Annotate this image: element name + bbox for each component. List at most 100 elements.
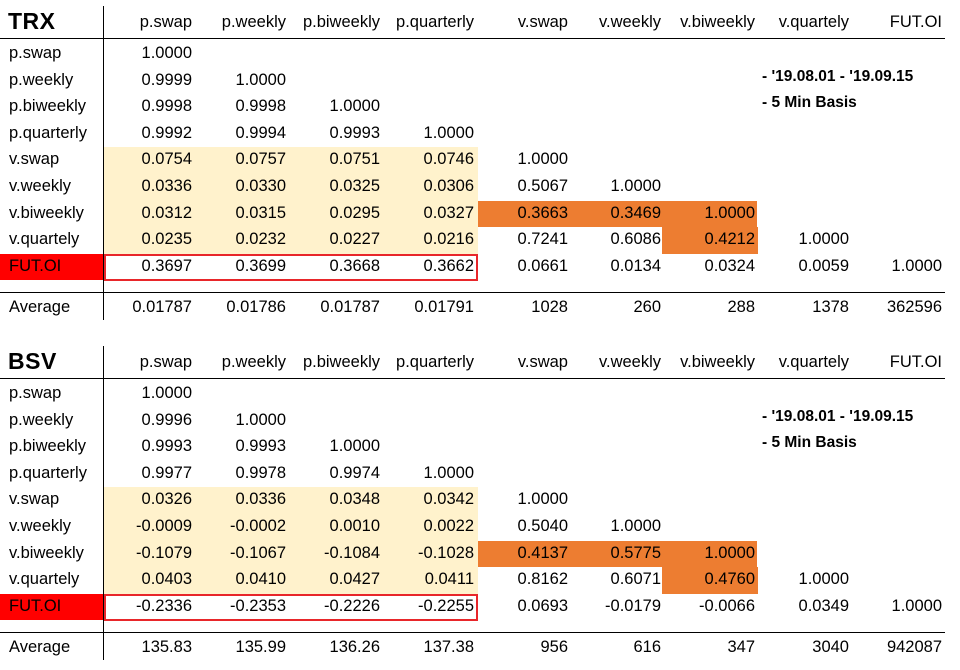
column-header: p.biweekly — [302, 13, 380, 31]
matrix-cell: 0.3662 — [423, 256, 474, 275]
matrix-cell: 0.9977 — [141, 463, 192, 482]
column-header: p.weekly — [221, 13, 286, 31]
period-note: - '19.08.01 - '19.09.15 — [762, 408, 914, 425]
matrix-cell: 0.9993 — [235, 437, 286, 456]
matrix-cell: 0.4212 — [704, 230, 755, 249]
matrix-cell: 0.0348 — [329, 490, 380, 509]
row-label: v.swap — [9, 490, 60, 509]
matrix-cell: 0.0754 — [141, 150, 192, 169]
matrix-cell: 0.5775 — [610, 543, 661, 562]
average-label: Average — [9, 298, 71, 316]
matrix-cell: 0.4760 — [704, 570, 755, 589]
highlight-futoi-label — [0, 593, 103, 621]
column-header: p.swap — [139, 13, 192, 31]
row-label: p.quarterly — [9, 463, 87, 482]
matrix-cell: -0.1079 — [136, 543, 192, 562]
matrix-cell: -0.1084 — [324, 543, 380, 562]
average-cell: 260 — [633, 298, 661, 316]
matrix-cell: 0.0327 — [423, 203, 474, 222]
matrix-cell: 0.3668 — [329, 256, 380, 275]
matrix-cell: 0.0411 — [424, 570, 474, 589]
matrix-cell: 0.0693 — [517, 596, 568, 615]
matrix-cell: 1.0000 — [329, 97, 380, 116]
row-label: v.quartely — [9, 230, 80, 249]
row-label-divider — [103, 6, 104, 320]
block-title: TRX — [8, 8, 56, 34]
average-cell: 942087 — [886, 638, 942, 656]
matrix-cell: 0.0661 — [517, 256, 568, 275]
matrix-cell: 0.0342 — [423, 490, 474, 509]
row-label: v.biweekly — [9, 543, 84, 562]
row-label: FUT.OI — [9, 256, 62, 275]
matrix-cell: 0.0336 — [141, 177, 192, 195]
average-rule — [0, 632, 945, 633]
matrix-cell: -0.0066 — [699, 596, 755, 615]
matrix-cell: 0.9996 — [141, 410, 192, 429]
matrix-cell: -0.1028 — [418, 543, 474, 562]
column-header: v.biweekly — [680, 353, 755, 371]
row-label: p.biweekly — [9, 437, 87, 456]
matrix-cell: 0.5067 — [517, 177, 568, 195]
matrix-cell: 0.0022 — [423, 517, 474, 535]
matrix-cell: 0.0757 — [235, 150, 286, 169]
matrix-cell: 0.9999 — [141, 70, 192, 89]
matrix-cell: 0.7241 — [517, 230, 568, 249]
matrix-cell: 0.0427 — [329, 570, 380, 589]
matrix-cell: 0.3663 — [517, 203, 568, 222]
average-cell: 0.01791 — [414, 298, 474, 316]
highlight-vbiweekly-row — [478, 540, 757, 568]
matrix-cell: 0.0059 — [798, 256, 849, 275]
row-label: v.quartely — [9, 570, 80, 589]
row-label: v.biweekly — [9, 203, 84, 222]
matrix-cell: 0.0403 — [141, 570, 192, 589]
matrix-cell: 0.9998 — [141, 97, 192, 116]
average-cell: 0.01787 — [320, 298, 380, 316]
matrix-cell: -0.2226 — [324, 596, 380, 615]
row-label: p.weekly — [9, 410, 74, 429]
matrix-cell: 0.0295 — [329, 203, 380, 222]
matrix-cell: 0.0751 — [329, 150, 380, 169]
column-header: FUT.OI — [889, 353, 942, 371]
matrix-cell: 1.0000 — [798, 230, 849, 249]
matrix-cell: 0.9994 — [235, 123, 286, 142]
row-label: p.swap — [9, 44, 62, 62]
correlation-block-bsv: BSV p.swap p.weekly p.biweekly p.quarterly v.… — [0, 340, 960, 670]
row-label: p.quarterly — [9, 123, 87, 142]
matrix-cell: -0.2336 — [136, 596, 192, 615]
average-cell: 347 — [727, 638, 755, 656]
row-label: p.weekly — [9, 70, 74, 89]
matrix-cell: -0.2353 — [230, 596, 286, 615]
column-header: v.swap — [517, 13, 568, 31]
matrix-cell: -0.0002 — [230, 517, 286, 535]
matrix-cell: 1.0000 — [891, 256, 942, 275]
matrix-cell: 1.0000 — [610, 517, 661, 535]
matrix-cell: 0.0315 — [235, 203, 286, 222]
column-header: p.weekly — [221, 353, 286, 371]
row-label: FUT.OI — [9, 596, 62, 615]
matrix-cell: 0.0010 — [329, 517, 380, 535]
correlation-block-trx: TRX p.swap p.weekly p.biweekly p.quarterly v.… — [0, 0, 960, 330]
matrix-cell: 0.0216 — [423, 230, 474, 249]
matrix-cell: 1.0000 — [704, 203, 755, 222]
matrix-cell: 0.0336 — [235, 490, 286, 509]
row-label: v.weekly — [9, 177, 72, 195]
highlight-volume-price-region — [104, 487, 478, 594]
average-cell: 1378 — [812, 298, 849, 316]
column-header: v.quartely — [778, 353, 849, 371]
matrix-cell: 1.0000 — [235, 410, 286, 429]
matrix-cell: 0.0746 — [423, 150, 474, 169]
matrix-cell: 0.6086 — [610, 230, 661, 249]
highlight-volume-price-region — [104, 147, 478, 254]
average-cell: 137.38 — [423, 638, 474, 656]
matrix-cell: 0.0312 — [141, 203, 192, 222]
matrix-cell: 1.0000 — [517, 150, 568, 169]
column-header: FUT.OI — [889, 13, 942, 31]
average-rule — [0, 292, 945, 293]
matrix-cell: 1.0000 — [141, 384, 192, 402]
matrix-cell: 0.3699 — [235, 256, 286, 275]
period-note: - '19.08.01 - '19.09.15 — [762, 68, 914, 85]
average-cell: 362596 — [886, 298, 942, 316]
matrix-cell: 0.0232 — [235, 230, 286, 249]
row-label: p.swap — [9, 384, 62, 402]
column-header: p.quarterly — [396, 353, 474, 371]
